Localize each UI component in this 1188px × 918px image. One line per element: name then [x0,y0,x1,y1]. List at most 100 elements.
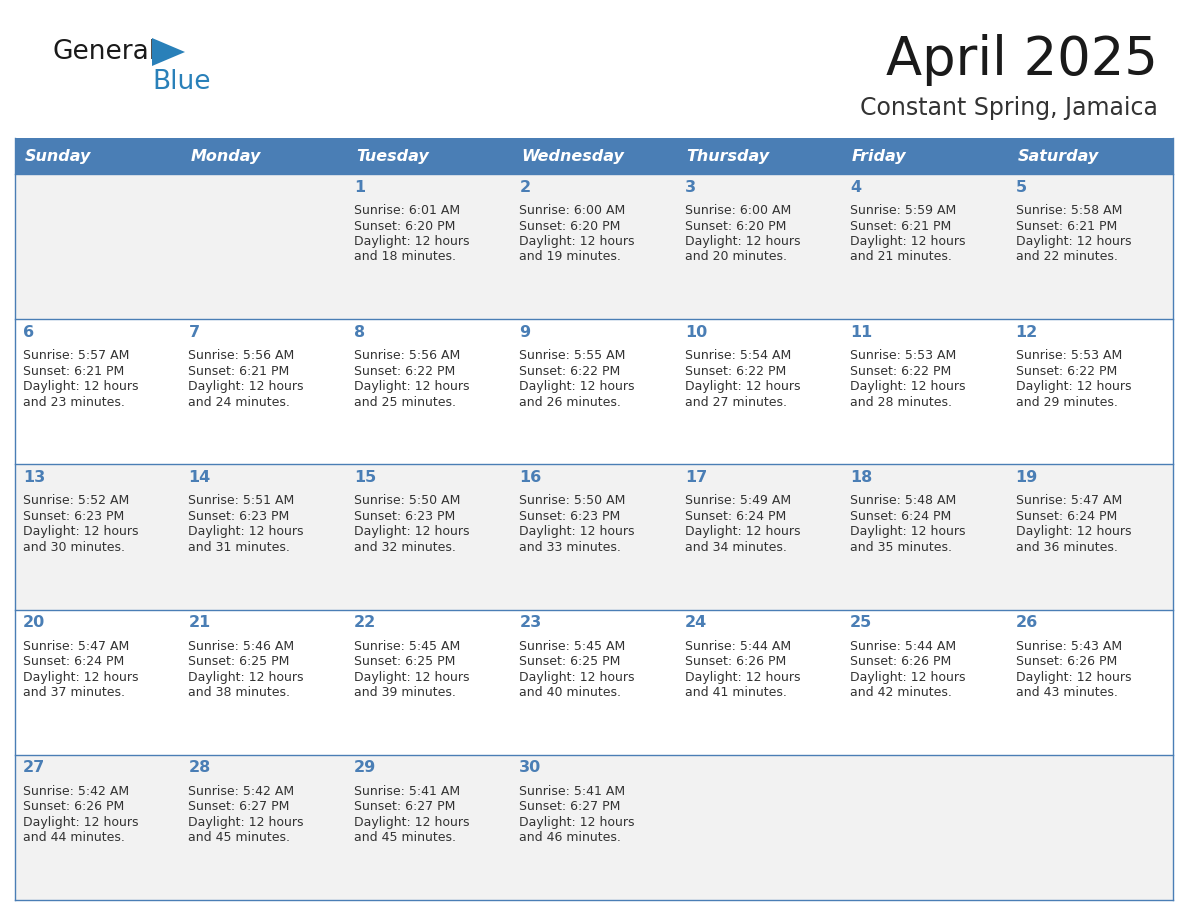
Text: and 40 minutes.: and 40 minutes. [519,686,621,700]
Text: Daylight: 12 hours: Daylight: 12 hours [189,525,304,538]
Text: 20: 20 [23,615,45,630]
Text: Sunset: 6:20 PM: Sunset: 6:20 PM [684,219,786,232]
Text: and 26 minutes.: and 26 minutes. [519,396,621,409]
Text: 29: 29 [354,760,377,776]
Text: Sunset: 6:27 PM: Sunset: 6:27 PM [354,800,455,813]
Text: Sunrise: 5:50 AM: Sunrise: 5:50 AM [354,495,460,508]
Text: and 39 minutes.: and 39 minutes. [354,686,456,700]
Text: Sunset: 6:22 PM: Sunset: 6:22 PM [684,364,786,377]
Text: Sunset: 6:25 PM: Sunset: 6:25 PM [189,655,290,668]
Text: and 31 minutes.: and 31 minutes. [189,541,290,554]
Text: Sunset: 6:22 PM: Sunset: 6:22 PM [519,364,620,377]
Text: 28: 28 [189,760,210,776]
Text: 4: 4 [851,180,861,195]
Text: Wednesday: Wednesday [522,149,624,163]
Text: Sunrise: 6:01 AM: Sunrise: 6:01 AM [354,204,460,217]
Text: Daylight: 12 hours: Daylight: 12 hours [684,380,801,393]
Text: 5: 5 [1016,180,1026,195]
Text: 6: 6 [23,325,34,340]
Text: Tuesday: Tuesday [356,149,429,163]
Bar [15,610,1173,755]
Text: 10: 10 [684,325,707,340]
Text: Sunset: 6:25 PM: Sunset: 6:25 PM [519,655,620,668]
Text: and 46 minutes.: and 46 minutes. [519,832,621,845]
Text: and 44 minutes.: and 44 minutes. [23,832,125,845]
Text: Blue: Blue [152,69,210,95]
Text: Sunrise: 5:47 AM: Sunrise: 5:47 AM [1016,495,1121,508]
Text: Sunrise: 5:52 AM: Sunrise: 5:52 AM [23,495,129,508]
Text: and 42 minutes.: and 42 minutes. [851,686,952,700]
Text: and 19 minutes.: and 19 minutes. [519,251,621,263]
Text: and 30 minutes.: and 30 minutes. [23,541,125,554]
Text: 26: 26 [1016,615,1038,630]
Text: Constant Spring, Jamaica: Constant Spring, Jamaica [860,96,1158,120]
Text: April 2025: April 2025 [886,34,1158,86]
Text: Daylight: 12 hours: Daylight: 12 hours [519,525,634,538]
Bar [15,465,1173,610]
Text: Sunset: 6:21 PM: Sunset: 6:21 PM [851,219,952,232]
Text: and 22 minutes.: and 22 minutes. [1016,251,1118,263]
Text: and 36 minutes.: and 36 minutes. [1016,541,1118,554]
Text: Daylight: 12 hours: Daylight: 12 hours [354,525,469,538]
Polygon shape [152,38,185,66]
Text: Sunrise: 5:43 AM: Sunrise: 5:43 AM [1016,640,1121,653]
Text: Daylight: 12 hours: Daylight: 12 hours [23,816,139,829]
Text: Daylight: 12 hours: Daylight: 12 hours [1016,671,1131,684]
Text: Sunrise: 5:45 AM: Sunrise: 5:45 AM [354,640,460,653]
Text: Sunset: 6:23 PM: Sunset: 6:23 PM [519,509,620,523]
Text: 19: 19 [1016,470,1038,485]
Text: Sunrise: 5:54 AM: Sunrise: 5:54 AM [684,349,791,363]
Text: Sunset: 6:23 PM: Sunset: 6:23 PM [354,509,455,523]
Text: Sunrise: 5:51 AM: Sunrise: 5:51 AM [189,495,295,508]
Text: 8: 8 [354,325,365,340]
Text: Daylight: 12 hours: Daylight: 12 hours [519,671,634,684]
Text: 16: 16 [519,470,542,485]
Text: Sunrise: 5:46 AM: Sunrise: 5:46 AM [189,640,295,653]
Text: Daylight: 12 hours: Daylight: 12 hours [23,671,139,684]
Text: Sunset: 6:22 PM: Sunset: 6:22 PM [851,364,952,377]
Text: Sunrise: 5:44 AM: Sunrise: 5:44 AM [851,640,956,653]
Text: Thursday: Thursday [687,149,770,163]
Text: Sunset: 6:22 PM: Sunset: 6:22 PM [354,364,455,377]
Text: and 20 minutes.: and 20 minutes. [684,251,786,263]
Text: Sunrise: 5:56 AM: Sunrise: 5:56 AM [189,349,295,363]
Text: 1: 1 [354,180,365,195]
Text: Sunrise: 6:00 AM: Sunrise: 6:00 AM [684,204,791,217]
Text: Monday: Monday [190,149,261,163]
Text: and 24 minutes.: and 24 minutes. [189,396,290,409]
Text: Sunrise: 5:42 AM: Sunrise: 5:42 AM [189,785,295,798]
Text: 22: 22 [354,615,377,630]
Text: Sunday: Sunday [25,149,91,163]
Text: Sunrise: 5:45 AM: Sunrise: 5:45 AM [519,640,626,653]
Text: 7: 7 [189,325,200,340]
Text: Sunrise: 6:00 AM: Sunrise: 6:00 AM [519,204,626,217]
Text: Sunset: 6:26 PM: Sunset: 6:26 PM [1016,655,1117,668]
Text: Sunset: 6:20 PM: Sunset: 6:20 PM [519,219,620,232]
Text: Sunrise: 5:55 AM: Sunrise: 5:55 AM [519,349,626,363]
Text: Daylight: 12 hours: Daylight: 12 hours [1016,525,1131,538]
Text: Friday: Friday [852,149,906,163]
Text: and 25 minutes.: and 25 minutes. [354,396,456,409]
Text: Daylight: 12 hours: Daylight: 12 hours [684,525,801,538]
Text: 2: 2 [519,180,530,195]
Text: Sunrise: 5:58 AM: Sunrise: 5:58 AM [1016,204,1121,217]
Text: 18: 18 [851,470,872,485]
Text: Sunset: 6:27 PM: Sunset: 6:27 PM [519,800,620,813]
Text: and 45 minutes.: and 45 minutes. [189,832,290,845]
Text: 14: 14 [189,470,210,485]
Text: Daylight: 12 hours: Daylight: 12 hours [1016,380,1131,393]
Text: Sunset: 6:24 PM: Sunset: 6:24 PM [1016,509,1117,523]
Text: Sunset: 6:23 PM: Sunset: 6:23 PM [23,509,125,523]
Text: Sunrise: 5:41 AM: Sunrise: 5:41 AM [354,785,460,798]
Text: Daylight: 12 hours: Daylight: 12 hours [354,380,469,393]
Text: and 32 minutes.: and 32 minutes. [354,541,456,554]
Text: Sunrise: 5:53 AM: Sunrise: 5:53 AM [851,349,956,363]
Text: Daylight: 12 hours: Daylight: 12 hours [851,671,966,684]
Text: Sunrise: 5:59 AM: Sunrise: 5:59 AM [851,204,956,217]
Text: and 27 minutes.: and 27 minutes. [684,396,786,409]
Text: Sunset: 6:23 PM: Sunset: 6:23 PM [189,509,290,523]
Text: Sunset: 6:21 PM: Sunset: 6:21 PM [189,364,290,377]
Text: Sunrise: 5:50 AM: Sunrise: 5:50 AM [519,495,626,508]
Text: 24: 24 [684,615,707,630]
Text: Sunset: 6:26 PM: Sunset: 6:26 PM [851,655,952,668]
